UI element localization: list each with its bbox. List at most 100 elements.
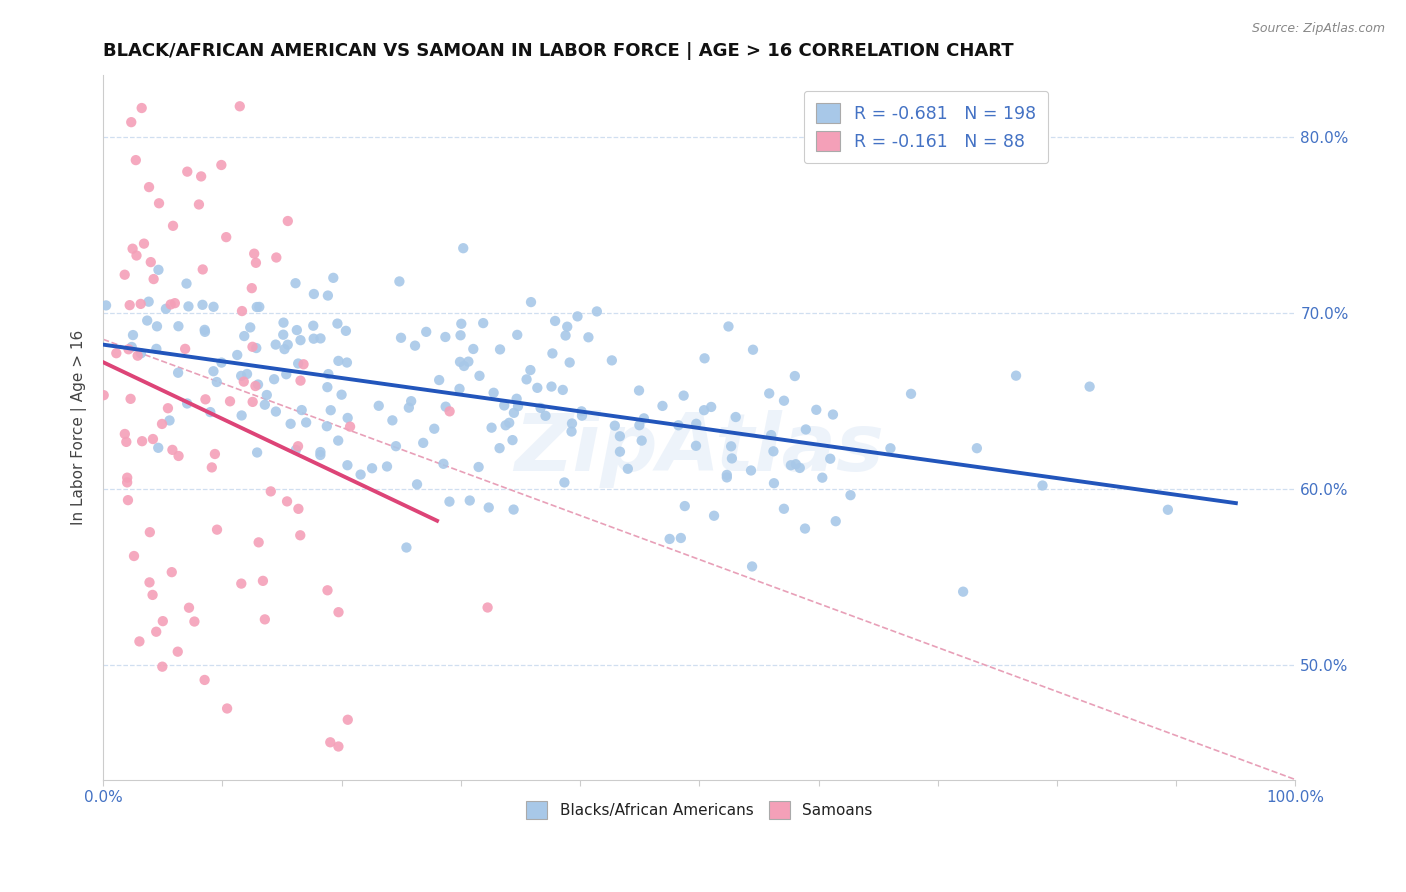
Point — [243, 246, 266, 260]
Point — [217, 701, 239, 715]
Point — [121, 242, 143, 256]
Point — [561, 417, 583, 431]
Point — [319, 735, 342, 749]
Point — [205, 375, 228, 389]
Point — [328, 434, 350, 448]
Point — [263, 372, 285, 386]
Point — [457, 354, 479, 368]
Point — [721, 451, 744, 466]
Point — [326, 317, 349, 331]
Point — [162, 219, 184, 233]
Point — [138, 575, 160, 590]
Point — [1157, 502, 1180, 516]
Point — [150, 417, 173, 431]
Point — [540, 379, 562, 393]
Point — [290, 333, 312, 347]
Point — [339, 419, 361, 434]
Point — [155, 301, 177, 316]
Point — [122, 549, 145, 563]
Point — [415, 325, 437, 339]
Point — [128, 634, 150, 648]
Point — [290, 374, 312, 388]
Point — [398, 401, 420, 415]
Point — [245, 379, 267, 393]
Point — [315, 419, 337, 434]
Point — [432, 457, 454, 471]
Point — [115, 475, 138, 490]
Point — [526, 381, 548, 395]
Point — [506, 399, 529, 413]
Point — [146, 319, 169, 334]
Point — [142, 272, 165, 286]
Point — [685, 439, 707, 453]
Point — [628, 418, 651, 433]
Point — [617, 462, 640, 476]
Point — [794, 422, 817, 436]
Point — [554, 328, 576, 343]
Point — [309, 331, 332, 345]
Point — [163, 296, 186, 310]
Point — [488, 441, 510, 455]
Text: BLACK/AFRICAN AMERICAN VS SAMOAN IN LABOR FORCE | AGE > 16 CORRELATION CHART: BLACK/AFRICAN AMERICAN VS SAMOAN IN LABO… — [103, 42, 1014, 60]
Point — [685, 417, 707, 431]
Point — [118, 298, 141, 312]
Point — [439, 494, 461, 508]
Point — [553, 475, 575, 490]
Point — [273, 342, 295, 356]
Point — [505, 392, 527, 406]
Point — [236, 367, 259, 381]
Point — [239, 320, 262, 334]
Point — [117, 343, 139, 357]
Point — [742, 343, 765, 357]
Point — [159, 413, 181, 427]
Point — [302, 287, 325, 301]
Point — [477, 600, 499, 615]
Point — [291, 403, 314, 417]
Point — [242, 395, 264, 409]
Point — [125, 153, 148, 167]
Point — [105, 346, 128, 360]
Point — [669, 531, 692, 545]
Point — [336, 411, 359, 425]
Point — [190, 169, 212, 184]
Point — [740, 463, 762, 477]
Point — [132, 236, 155, 251]
Point — [229, 99, 252, 113]
Point — [806, 402, 828, 417]
Point — [724, 410, 747, 425]
Point — [271, 327, 294, 342]
Point — [114, 427, 136, 442]
Point — [839, 488, 862, 502]
Point — [273, 316, 295, 330]
Point — [502, 502, 524, 516]
Point — [453, 359, 475, 373]
Point — [458, 493, 481, 508]
Point — [367, 399, 389, 413]
Point — [142, 588, 165, 602]
Point — [717, 319, 740, 334]
Point — [295, 416, 318, 430]
Point — [177, 600, 200, 615]
Point — [759, 428, 782, 442]
Point — [292, 357, 315, 371]
Point — [174, 342, 197, 356]
Point — [381, 413, 404, 427]
Point — [114, 268, 136, 282]
Point — [773, 393, 796, 408]
Point — [138, 294, 160, 309]
Point — [156, 401, 179, 416]
Point — [253, 398, 276, 412]
Point — [519, 363, 541, 377]
Point — [451, 241, 474, 255]
Point — [651, 399, 673, 413]
Point — [399, 394, 422, 409]
Point — [481, 420, 503, 434]
Point — [558, 355, 581, 369]
Point — [167, 449, 190, 463]
Point — [1005, 368, 1028, 383]
Point — [322, 270, 344, 285]
Point — [176, 396, 198, 410]
Point — [773, 501, 796, 516]
Point — [319, 403, 342, 417]
Point — [821, 408, 844, 422]
